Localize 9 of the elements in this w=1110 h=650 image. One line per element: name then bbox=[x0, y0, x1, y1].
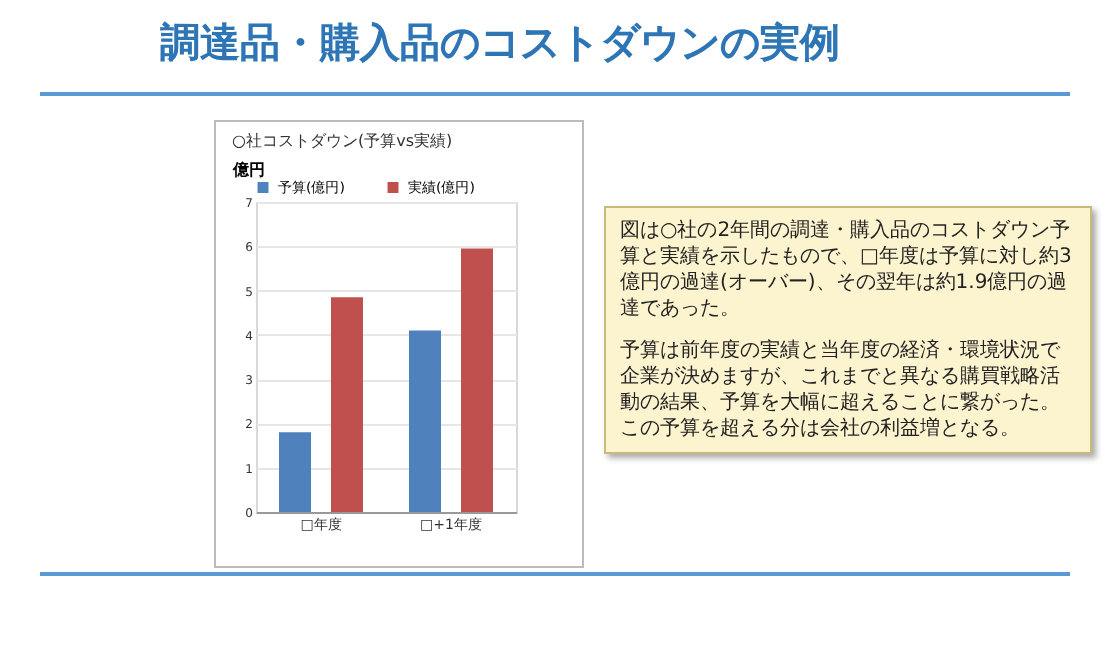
bar bbox=[331, 297, 363, 512]
text: 図は○社の2年間の調達・購入品のコストダウン予算と実績を示したもので、□年度は予算に対し約3億円の過達(オーバー)、その翌年は約1.9億円の過達であった。 bbox=[620, 218, 1074, 322]
chart-subtitle: ○社コストダウン(予算vs実績) bbox=[232, 132, 453, 150]
bar bbox=[279, 432, 311, 512]
chart-title: 調達品・購入品のコストダウンの実例 bbox=[160, 16, 840, 70]
text: 予算は前年度の実績と当年度の経済・環境状況で企業が決めますが、これまでと異なる購買戦略活動の結果、予算を大幅に超えることに繋がった。この予算を超える分は会社の利益増となる。 bbox=[620, 338, 1062, 442]
bar bbox=[409, 330, 441, 512]
bar bbox=[461, 248, 493, 512]
y-axis-title: 億円 bbox=[231, 161, 265, 179]
